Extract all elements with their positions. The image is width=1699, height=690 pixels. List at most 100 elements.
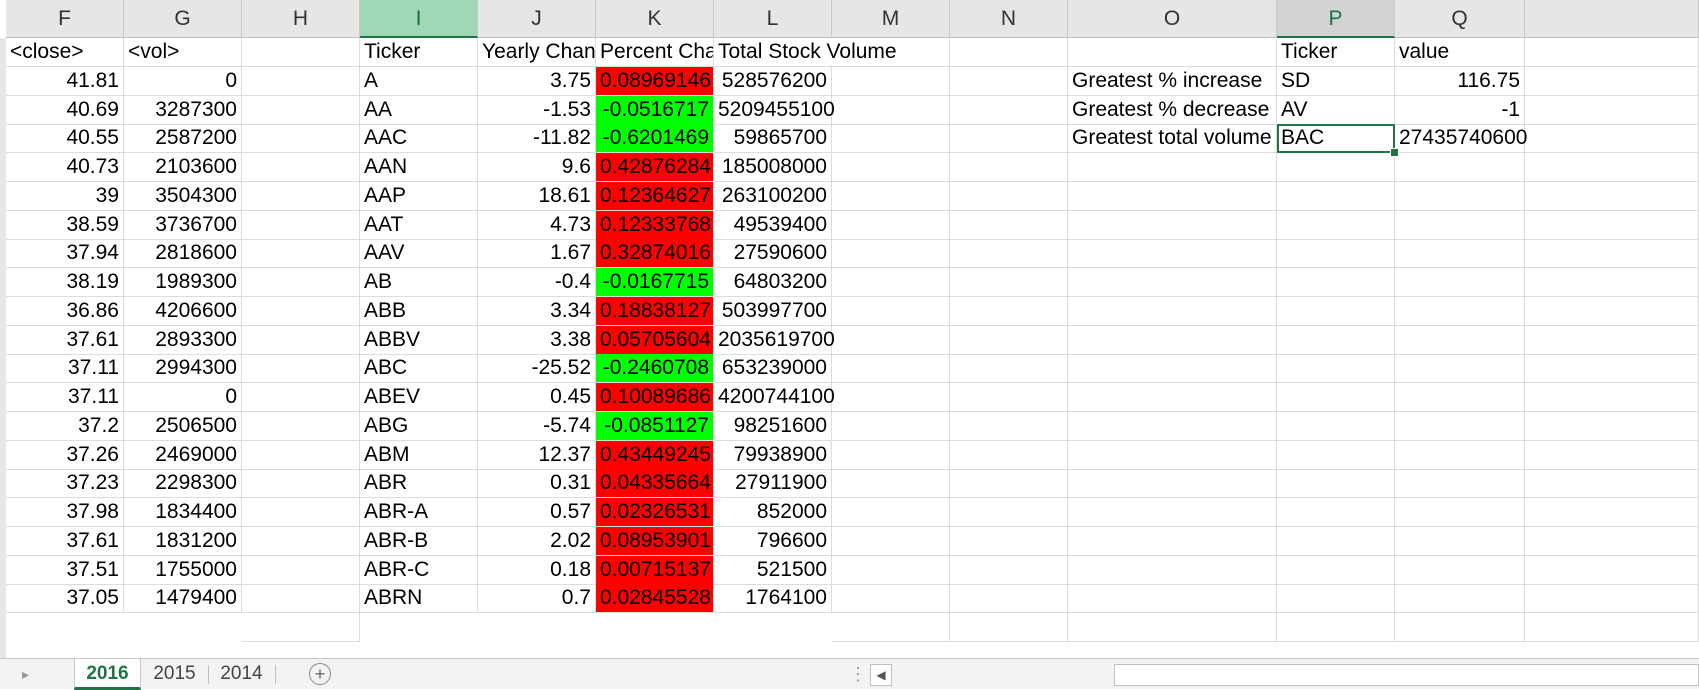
empty-cell[interactable]	[242, 383, 360, 412]
empty-cell[interactable]	[242, 325, 360, 355]
sheet-tab-2014[interactable]: 2014	[220, 663, 263, 684]
empty-cell[interactable]	[832, 440, 950, 470]
empty-cell[interactable]	[1525, 325, 1699, 355]
summary-ticker[interactable]: BAC	[1277, 124, 1395, 154]
header-vol[interactable]: <vol>	[124, 38, 242, 67]
empty-cell[interactable]	[1525, 181, 1699, 211]
percent-change-cell[interactable]: 0.32874016	[596, 239, 714, 269]
empty-cell[interactable]	[1068, 181, 1277, 211]
empty-cell[interactable]	[1395, 354, 1525, 384]
percent-change-cell[interactable]: 0.42876284	[596, 153, 714, 182]
empty-cell[interactable]	[1068, 239, 1277, 269]
ticker-cell[interactable]: ABR-B	[360, 526, 478, 556]
header-close[interactable]: <close>	[6, 38, 124, 67]
empty-cell[interactable]	[1525, 38, 1699, 67]
vol-cell[interactable]: 2469000	[124, 440, 242, 470]
yearly-change-cell[interactable]: 0.7	[478, 584, 596, 614]
column-header-q[interactable]: Q	[1395, 0, 1525, 38]
vol-cell[interactable]: 1989300	[124, 268, 242, 297]
ticker-cell[interactable]: ABRN	[360, 584, 478, 614]
total-volume-cell[interactable]: 27590600	[714, 239, 832, 269]
empty-cell[interactable]	[1395, 584, 1525, 614]
empty-cell[interactable]	[950, 584, 1068, 614]
empty-cell[interactable]	[1277, 498, 1395, 527]
close-cell[interactable]: 39	[6, 181, 124, 211]
total-volume-cell[interactable]: 64803200	[714, 268, 832, 297]
empty-cell[interactable]	[1277, 181, 1395, 211]
summary-header-value[interactable]: value	[1395, 38, 1525, 67]
summary-value[interactable]: 116.75	[1395, 66, 1525, 96]
yearly-change-cell[interactable]: 0.45	[478, 383, 596, 412]
empty-cell[interactable]	[832, 296, 950, 326]
summary-label[interactable]: Greatest total volume	[1068, 124, 1277, 154]
empty-cell[interactable]	[950, 66, 1068, 96]
empty-cell[interactable]	[242, 95, 360, 125]
split-handle-icon[interactable]: ⋮	[849, 664, 867, 684]
total-volume-cell[interactable]: 852000	[714, 498, 832, 527]
empty-cell[interactable]	[1277, 440, 1395, 470]
empty-cell[interactable]	[1277, 268, 1395, 297]
empty-cell[interactable]	[950, 153, 1068, 182]
empty-cell[interactable]	[242, 124, 360, 154]
empty-cell[interactable]	[1525, 95, 1699, 125]
empty-cell[interactable]	[950, 354, 1068, 384]
close-cell[interactable]: 37.11	[6, 383, 124, 412]
empty-cell[interactable]	[1068, 325, 1277, 355]
empty-cell[interactable]	[950, 268, 1068, 297]
empty-cell[interactable]	[1525, 613, 1699, 642]
header-ticker[interactable]: Ticker	[360, 38, 478, 67]
summary-ticker[interactable]: AV	[1277, 95, 1395, 125]
yearly-change-cell[interactable]: 1.67	[478, 239, 596, 269]
empty-cell[interactable]	[950, 440, 1068, 470]
empty-cell[interactable]	[832, 153, 950, 182]
empty-cell[interactable]	[1395, 268, 1525, 297]
ticker-cell[interactable]: ABR	[360, 469, 478, 499]
close-cell[interactable]: 37.2	[6, 411, 124, 441]
empty-cell[interactable]	[1068, 498, 1277, 527]
close-cell[interactable]: 40.73	[6, 153, 124, 182]
empty-cell[interactable]	[242, 440, 360, 470]
vol-cell[interactable]: 0	[124, 66, 242, 96]
yearly-change-cell[interactable]: 12.37	[478, 440, 596, 470]
total-volume-cell[interactable]: 796600	[714, 526, 832, 556]
empty-cell[interactable]	[832, 181, 950, 211]
ticker-cell[interactable]: ABC	[360, 354, 478, 384]
empty-cell[interactable]	[950, 124, 1068, 154]
empty-cell[interactable]	[832, 498, 950, 527]
empty-cell[interactable]	[242, 584, 360, 614]
empty-cell[interactable]	[1068, 555, 1277, 585]
empty-cell[interactable]	[1277, 469, 1395, 499]
empty-cell[interactable]	[1525, 469, 1699, 499]
ticker-cell[interactable]: ABM	[360, 440, 478, 470]
empty-cell[interactable]	[1395, 153, 1525, 182]
empty-cell[interactable]	[1277, 411, 1395, 441]
empty-cell[interactable]	[1277, 354, 1395, 384]
empty-cell[interactable]	[1068, 153, 1277, 182]
empty-cell[interactable]	[832, 354, 950, 384]
empty-cell[interactable]	[832, 555, 950, 585]
total-volume-cell[interactable]: 653239000	[714, 354, 832, 384]
summary-value[interactable]: 27435740600	[1395, 124, 1527, 154]
vol-cell[interactable]: 3287300	[124, 95, 242, 125]
column-header-n[interactable]: N	[950, 0, 1068, 38]
empty-cell[interactable]	[1525, 354, 1699, 384]
ticker-cell[interactable]: AAT	[360, 210, 478, 240]
empty-cell[interactable]	[1395, 440, 1525, 470]
empty-cell[interactable]	[832, 613, 950, 642]
empty-cell[interactable]	[1525, 584, 1699, 614]
column-header-m[interactable]: M	[832, 0, 950, 38]
empty-cell[interactable]	[242, 296, 360, 326]
sheet-tab-2016[interactable]: 2016	[74, 659, 141, 690]
ticker-cell[interactable]: AB	[360, 268, 478, 297]
total-volume-cell[interactable]: 185008000	[714, 153, 832, 182]
empty-cell[interactable]	[950, 613, 1068, 642]
close-cell[interactable]: 37.05	[6, 584, 124, 614]
empty-cell[interactable]	[1525, 383, 1699, 412]
empty-cell[interactable]	[1277, 555, 1395, 585]
vol-cell[interactable]: 3504300	[124, 181, 242, 211]
close-cell[interactable]: 37.51	[6, 555, 124, 585]
vol-cell[interactable]: 2298300	[124, 469, 242, 499]
empty-cell[interactable]	[242, 38, 360, 67]
empty-cell[interactable]	[1277, 153, 1395, 182]
